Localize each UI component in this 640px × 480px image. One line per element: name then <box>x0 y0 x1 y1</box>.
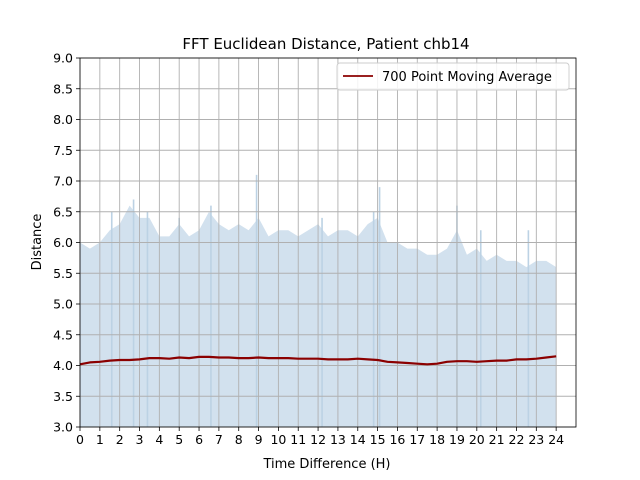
x-tick-label-16: 16 <box>389 432 405 447</box>
y-tick-label-12: 9.0 <box>53 51 73 66</box>
y-tick-label-7: 6.5 <box>53 204 73 219</box>
y-tick-label-11: 8.5 <box>53 81 73 96</box>
x-tick-label-13: 13 <box>330 432 346 447</box>
legend-box <box>336 62 570 91</box>
x-tick-label-7: 7 <box>215 432 223 447</box>
x-tick-label-9: 9 <box>255 432 263 447</box>
legend: 700 Point Moving Average <box>336 62 570 91</box>
x-tick-label-12: 12 <box>310 432 326 447</box>
x-tick-label-11: 11 <box>290 432 306 447</box>
y-tick-label-10: 8.0 <box>53 112 73 127</box>
chart-title: FFT Euclidean Distance, Patient chb14 <box>182 35 469 53</box>
y-tick-label-1: 3.5 <box>53 389 73 404</box>
x-tick-label-8: 8 <box>235 432 243 447</box>
y-tick-label-4: 5.0 <box>53 297 73 312</box>
y-tick-label-0: 3.0 <box>53 420 73 435</box>
line-layer <box>79 355 557 366</box>
x-tick-label-1: 1 <box>96 432 104 447</box>
tick-layer: 0 1 2 3 4 5 6 7 8 9 10 11 12 13 14 15 16 17 18 19 20 21 22 23 24… <box>53 51 564 448</box>
x-tick-label-19: 19 <box>449 432 465 447</box>
y-tick-label-3: 4.5 <box>53 327 73 342</box>
x-tick-label-23: 23 <box>528 432 544 447</box>
x-tick-label-2: 2 <box>116 432 124 447</box>
x-tick-label-24: 24 <box>548 432 564 447</box>
x-tick-label-18: 18 <box>429 432 445 447</box>
x-tick-label-0: 0 <box>76 432 84 447</box>
x-tick-label-3: 3 <box>136 432 144 447</box>
y-tick-label-2: 4.0 <box>53 358 73 373</box>
legend-label-moving-average: 700 Point Moving Average <box>382 70 552 85</box>
x-tick-label-4: 4 <box>155 432 163 447</box>
y-tick-label-6: 6.0 <box>53 235 73 250</box>
moving-average-line <box>79 355 557 366</box>
y-axis-title: Distance <box>30 214 45 271</box>
x-tick-label-5: 5 <box>175 432 183 447</box>
x-tick-label-21: 21 <box>489 432 505 447</box>
y-tick-label-9: 7.5 <box>53 143 73 158</box>
y-tick-label-8: 7.0 <box>53 174 73 189</box>
x-tick-label-14: 14 <box>350 432 366 447</box>
x-tick-label-15: 15 <box>370 432 386 447</box>
x-tick-label-22: 22 <box>509 432 525 447</box>
y-tick-label-5: 5.5 <box>53 266 73 281</box>
x-tick-label-20: 20 <box>469 432 485 447</box>
x-axis-title: Time Difference (H) <box>262 457 390 472</box>
x-tick-label-17: 17 <box>409 432 425 447</box>
x-tick-label-6: 6 <box>195 432 203 447</box>
x-tick-label-10: 10 <box>270 432 286 447</box>
